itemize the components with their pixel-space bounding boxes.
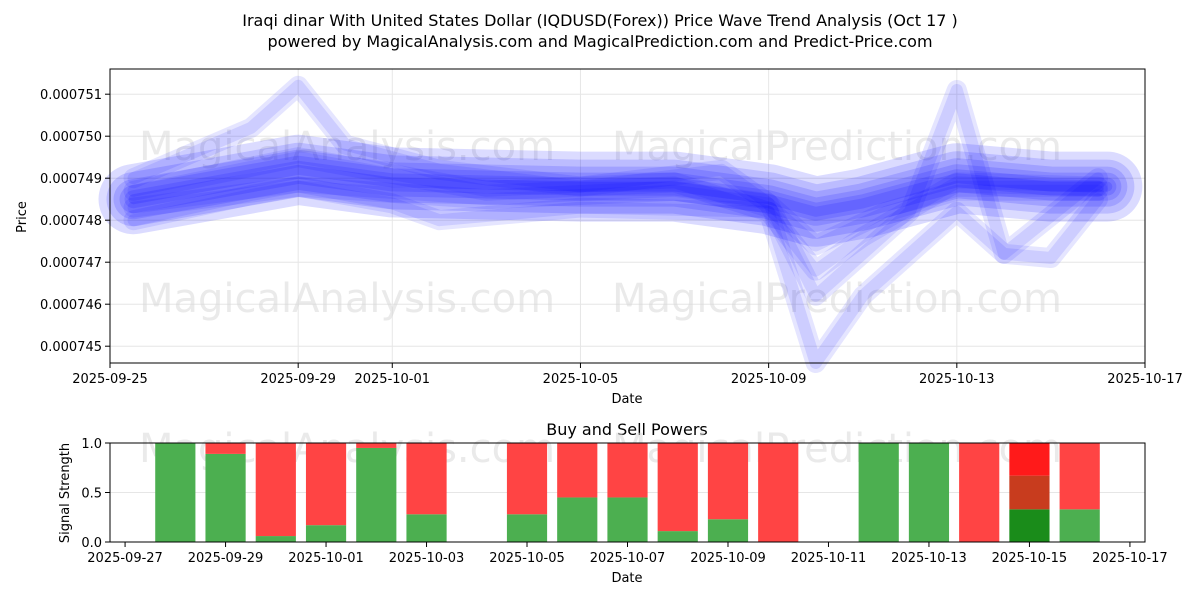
buy-bar	[707, 519, 749, 542]
buy-bar	[1059, 509, 1100, 542]
signal-chart-title: Buy and Sell Powers	[546, 420, 708, 439]
price-x-tick-label: 2025-09-25	[72, 372, 148, 387]
price-y-tick-label: 0.000748	[40, 214, 102, 229]
sell-bar	[557, 443, 598, 498]
signal-x-tick-label: 2025-10-17	[1092, 551, 1168, 566]
sell-bar	[758, 443, 799, 542]
signal-y-tick-label: 0.5	[81, 487, 102, 502]
signal-x-tick-label: 2025-10-11	[791, 551, 867, 566]
sell-bar	[607, 443, 648, 498]
wave-line-wave-upper	[123, 75, 1108, 306]
buy-bar	[406, 514, 447, 542]
price-chart-y-ticks: 0.000745 0.000746 0.000747 0.000748 0.000749…	[40, 88, 110, 355]
price-x-tick-label: 2025-10-05	[543, 372, 619, 387]
watermark-3: MagicalAnalysis.com	[139, 276, 555, 322]
signal-chart-xlabel: Date	[611, 571, 642, 586]
watermark-5: MagicalAnalysis.com	[139, 426, 555, 472]
signal-x-tick-label: 2025-10-01	[288, 551, 364, 566]
wave-line-wave-main	[106, 142, 1135, 239]
price-x-tick-label: 2025-10-01	[354, 372, 430, 387]
buy-bar	[557, 497, 598, 542]
signal-chart-y-ticks: 0.0 0.5 1.0	[81, 437, 110, 551]
sell-bar	[657, 443, 698, 532]
signal-x-tick-label: 2025-09-29	[188, 551, 264, 566]
wave-line-wave-main	[119, 155, 1122, 226]
sell-bar	[1059, 443, 1100, 510]
wave-line-wave-lower	[123, 176, 1108, 373]
sell-bar	[205, 443, 246, 454]
price-y-tick-label: 0.000745	[40, 340, 102, 355]
wave-line-wave-main	[98, 134, 1143, 247]
buy-bar	[305, 525, 347, 542]
price-chart-xlabel: Date	[611, 392, 642, 407]
wave-line-wave-mid-a	[127, 151, 1104, 277]
signal-x-tick-label: 2025-10-05	[489, 551, 565, 566]
wave-line-wave-mid-a	[123, 147, 1108, 281]
price-y-tick-label: 0.000747	[40, 256, 102, 271]
sell-bar	[707, 443, 749, 520]
price-chart: MagicalAnalysis.com MagicalPrediction.co…	[15, 68, 1183, 407]
price-chart-grid	[109, 69, 1146, 363]
figure-title-line1: Iraqi dinar With United States Dollar (I…	[242, 11, 958, 30]
signal-x-tick-label: 2025-10-07	[590, 551, 666, 566]
wave-line-wave-main	[113, 149, 1128, 232]
signal-y-tick-label: 1.0	[81, 437, 102, 452]
wave-line-wave-lower	[127, 180, 1104, 369]
signal-x-tick-label: 2025-09-27	[87, 551, 163, 566]
watermark-4: MagicalPrediction.com	[612, 276, 1062, 322]
sell-bar	[356, 443, 397, 448]
signal-chart-ylabel: Signal Strength	[58, 443, 73, 543]
buy-bar	[155, 443, 196, 542]
price-chart-frame	[109, 68, 1146, 364]
sell-bar	[1009, 443, 1050, 476]
wave-line-wave-upper	[127, 79, 1104, 302]
signal-chart-x-ticks: 2025-09-27 2025-09-29 2025-10-01 2025-10-03…	[87, 542, 1168, 566]
price-x-tick-label: 2025-10-17	[1107, 372, 1183, 387]
price-x-tick-label: 2025-10-13	[919, 372, 995, 387]
buy-bar	[657, 531, 698, 542]
watermark-1: MagicalAnalysis.com	[139, 124, 555, 170]
mixed-bar	[1009, 475, 1050, 510]
buy-bar	[908, 443, 950, 542]
signal-x-tick-label: 2025-10-15	[992, 551, 1068, 566]
price-y-tick-label: 0.000749	[40, 172, 102, 187]
signal-y-tick-label: 0.0	[81, 536, 102, 551]
price-chart-x-ticks: 2025-09-25 2025-09-29 2025-10-01 2025-10-05…	[72, 363, 1183, 387]
signal-x-tick-label: 2025-10-13	[891, 551, 967, 566]
price-wave-series	[98, 75, 1143, 373]
buy-bar	[858, 443, 899, 542]
buy-bar	[506, 514, 548, 542]
buy-bar	[205, 453, 246, 542]
sell-bar	[959, 443, 1000, 542]
signal-x-tick-label: 2025-10-03	[389, 551, 465, 566]
wave-line-wave-mid-b	[127, 180, 1104, 252]
price-y-tick-label: 0.000746	[40, 298, 102, 313]
figure-title-line2: powered by MagicalAnalysis.com and Magic…	[267, 32, 932, 51]
price-y-tick-label: 0.000751	[40, 88, 102, 103]
buy-bar	[255, 536, 296, 542]
buy-bar	[356, 447, 397, 542]
buy-bar	[1009, 509, 1050, 542]
price-chart-background	[110, 69, 1145, 363]
watermark-2: MagicalPrediction.com	[612, 124, 1062, 170]
price-x-tick-label: 2025-09-29	[260, 372, 336, 387]
signal-bars	[155, 443, 1100, 542]
buy-bar	[607, 497, 648, 542]
price-y-tick-label: 0.000750	[40, 130, 102, 145]
sell-bar	[305, 443, 347, 526]
wave-line-wave-main	[128, 164, 1113, 217]
signal-chart: Buy and Sell Powers MagicalAnalysis.com …	[58, 420, 1168, 586]
sell-bar	[406, 443, 447, 515]
price-x-tick-label: 2025-10-09	[731, 372, 807, 387]
wave-line-wave-main	[124, 160, 1117, 221]
wave-line-wave-mid-b	[123, 176, 1108, 256]
sell-bar	[506, 443, 548, 515]
sell-bar	[255, 443, 296, 537]
price-chart-ylabel: Price	[15, 201, 30, 233]
signal-x-tick-label: 2025-10-09	[690, 551, 766, 566]
